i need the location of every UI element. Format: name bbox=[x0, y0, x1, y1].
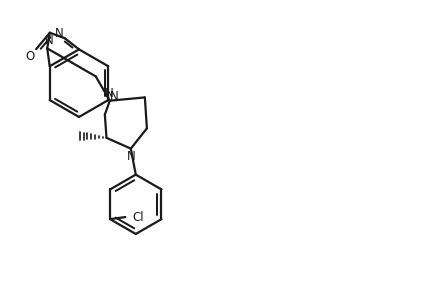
Text: N: N bbox=[55, 27, 63, 40]
Text: N: N bbox=[105, 87, 113, 100]
Text: N: N bbox=[45, 35, 54, 48]
Text: O: O bbox=[25, 50, 35, 63]
Text: N: N bbox=[109, 90, 118, 103]
Text: N: N bbox=[127, 150, 136, 163]
Text: Cl: Cl bbox=[132, 211, 144, 224]
